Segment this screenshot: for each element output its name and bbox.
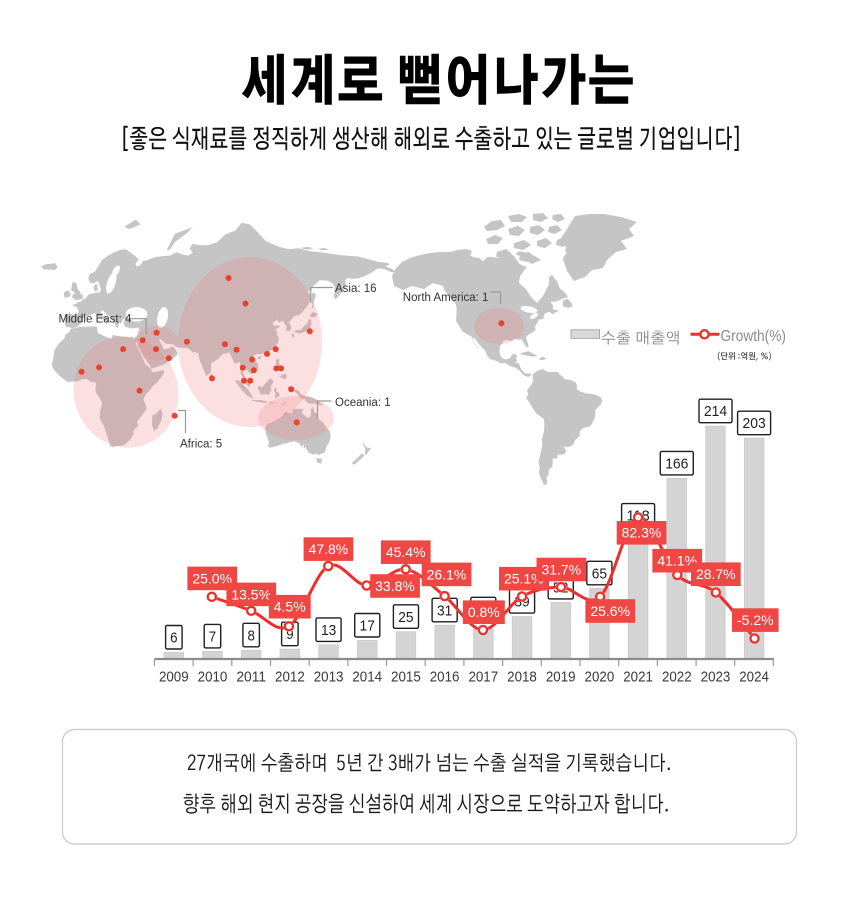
svg-text:2012: 2012 bbox=[275, 669, 305, 686]
svg-text:28.7%: 28.7% bbox=[696, 566, 736, 582]
svg-text:13.5%: 13.5% bbox=[231, 586, 271, 602]
svg-text:7: 7 bbox=[209, 628, 216, 645]
svg-text:Asia: 16: Asia: 16 bbox=[335, 283, 377, 295]
svg-text:2018: 2018 bbox=[507, 669, 537, 686]
svg-text:2023: 2023 bbox=[701, 669, 731, 686]
svg-text:North America: 1: North America: 1 bbox=[403, 292, 489, 304]
svg-text:41.1%: 41.1% bbox=[657, 553, 697, 569]
svg-text:33.8%: 33.8% bbox=[375, 578, 415, 594]
svg-text:0.8%: 0.8% bbox=[468, 604, 500, 620]
svg-text:8: 8 bbox=[248, 627, 255, 644]
svg-text:31.7%: 31.7% bbox=[541, 561, 581, 577]
svg-text:25: 25 bbox=[398, 609, 413, 626]
svg-text:2009: 2009 bbox=[159, 669, 189, 686]
svg-text:2010: 2010 bbox=[198, 669, 228, 686]
svg-text:Oceania: 1: Oceania: 1 bbox=[335, 397, 391, 409]
svg-text:45.4%: 45.4% bbox=[386, 544, 426, 560]
svg-text:17: 17 bbox=[360, 618, 375, 635]
svg-text:Africa: 5: Africa: 5 bbox=[180, 439, 222, 451]
svg-text:2015: 2015 bbox=[391, 669, 421, 686]
svg-text:2020: 2020 bbox=[585, 669, 615, 686]
svg-text:2011: 2011 bbox=[236, 669, 266, 686]
svg-text:4.5%: 4.5% bbox=[274, 599, 306, 615]
svg-text:Growth(%): Growth(%) bbox=[721, 328, 787, 345]
svg-text:13: 13 bbox=[321, 622, 336, 639]
svg-text:-5.2%: -5.2% bbox=[737, 612, 774, 628]
svg-text:2016: 2016 bbox=[430, 669, 460, 686]
svg-text:26.1%: 26.1% bbox=[427, 566, 467, 582]
svg-text:2014: 2014 bbox=[352, 669, 382, 686]
svg-text:31: 31 bbox=[437, 602, 452, 619]
svg-text:6: 6 bbox=[170, 630, 177, 647]
svg-text:2024: 2024 bbox=[739, 669, 769, 686]
svg-text:9: 9 bbox=[286, 626, 293, 643]
svg-text:2013: 2013 bbox=[314, 669, 344, 686]
svg-text:203: 203 bbox=[743, 415, 766, 432]
svg-text:2019: 2019 bbox=[546, 669, 576, 686]
svg-text:2017: 2017 bbox=[468, 669, 498, 686]
svg-text:25.1%: 25.1% bbox=[504, 571, 544, 587]
svg-text:25.6%: 25.6% bbox=[590, 603, 630, 619]
svg-text:82.3%: 82.3% bbox=[622, 525, 662, 541]
svg-text:2022: 2022 bbox=[662, 669, 692, 686]
svg-text:47.8%: 47.8% bbox=[309, 541, 349, 557]
svg-text:214: 214 bbox=[704, 403, 727, 420]
svg-text:166: 166 bbox=[665, 455, 688, 472]
svg-text:65: 65 bbox=[592, 565, 607, 582]
svg-text:25.0%: 25.0% bbox=[192, 570, 232, 586]
svg-text:Middle East: 4: Middle East: 4 bbox=[59, 314, 132, 326]
svg-text:2021: 2021 bbox=[623, 669, 653, 686]
